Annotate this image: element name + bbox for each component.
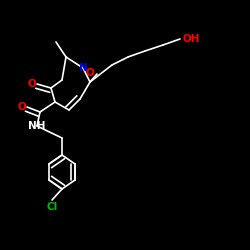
Text: Cl: Cl — [46, 202, 58, 212]
Text: O: O — [86, 68, 94, 78]
Text: NH: NH — [28, 121, 46, 131]
Text: O: O — [27, 79, 36, 89]
Text: OH: OH — [182, 34, 200, 44]
Text: O: O — [17, 102, 26, 112]
Text: N: N — [78, 63, 88, 73]
